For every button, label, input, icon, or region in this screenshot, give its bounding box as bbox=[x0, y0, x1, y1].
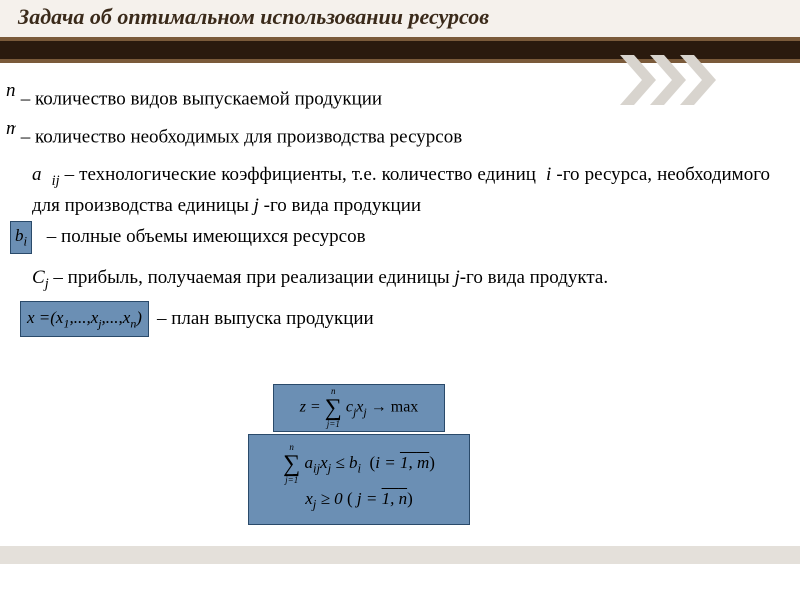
objective-formula: z = n∑j=1 cjxj → max bbox=[273, 384, 445, 432]
definition-x: x =(x1,...,xj,...,xn) – план выпуска про… bbox=[20, 301, 770, 338]
definition-m: m – количество необходимых для производс… bbox=[6, 115, 782, 151]
constraints-formula: n∑j=1 aijxj ≤ bi (i = 1, m) xj ≥ 0 ( j =… bbox=[248, 434, 470, 525]
formula-group: z = n∑j=1 cjxj → max n∑j=1 aijxj ≤ bi (i… bbox=[248, 384, 470, 525]
definition-bi: bi – полные объемы имеющихся ресурсов bbox=[10, 221, 770, 254]
footer-divider bbox=[0, 546, 800, 564]
definition-aij: a ij – технологические коэффициенты, т.е… bbox=[32, 161, 770, 219]
x-vector-box: x =(x1,...,xj,...,xn) bbox=[20, 301, 149, 338]
bi-box: bi bbox=[10, 221, 32, 254]
definition-cj: Cj – прибыль, получаемая при реализации … bbox=[32, 264, 770, 294]
chevron-decoration bbox=[620, 55, 740, 105]
page-title: Задача об оптимальном использовании ресу… bbox=[18, 4, 782, 29]
